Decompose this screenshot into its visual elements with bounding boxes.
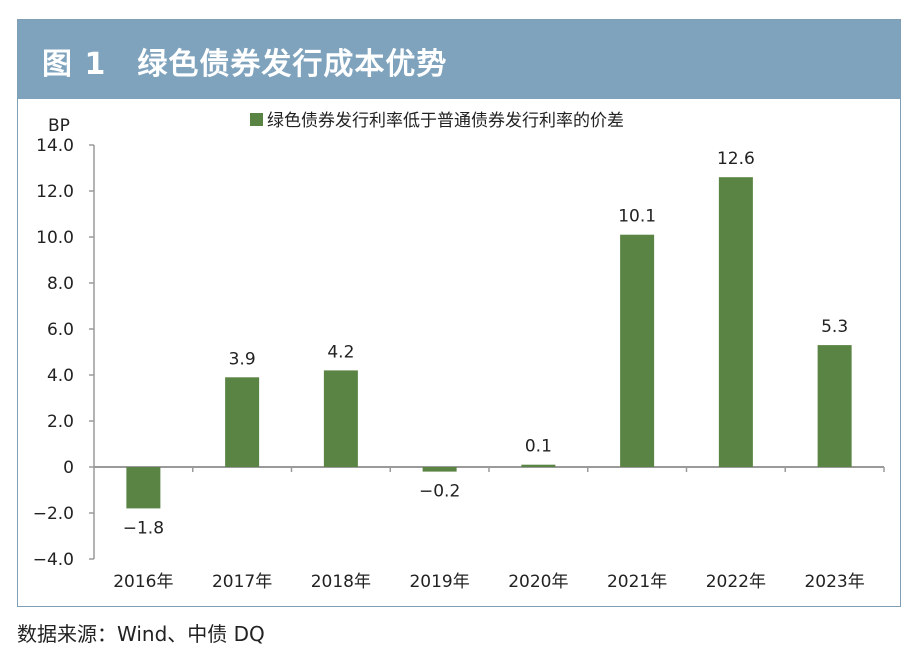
bar-2016年 (126, 467, 161, 509)
bar-2023年 (817, 345, 852, 467)
bar-2022年 (718, 177, 753, 467)
y-tick-label: −4.0 (33, 550, 74, 570)
bar-value-label: 4.2 (327, 342, 354, 362)
bar-2020年 (521, 464, 556, 467)
bar-value-label: 10.1 (618, 207, 656, 227)
y-tick-label: 4.0 (47, 366, 74, 386)
y-tick-label: 12.0 (36, 182, 74, 202)
y-tick-label: −2.0 (33, 504, 74, 524)
legend-swatch (250, 113, 263, 126)
bar-value-label: −1.8 (123, 518, 164, 538)
data-source: 数据来源：Wind、中债 DQ (17, 622, 265, 646)
x-tick-label: 2018年 (311, 572, 371, 592)
bar-value-label: 5.3 (821, 317, 848, 337)
bar-2019年 (422, 467, 457, 472)
bar-2021年 (620, 234, 655, 467)
y-tick-label: 8.0 (47, 274, 74, 294)
x-tick-label: 2023年 (804, 572, 864, 592)
x-tick-label: 2016年 (113, 572, 173, 592)
y-tick-label: 14.0 (36, 136, 74, 156)
y-unit-label: BP (48, 116, 70, 136)
x-tick-label: 2021年 (607, 572, 667, 592)
chart-frame: 图 1 绿色债券发行成本优势 (17, 19, 901, 607)
bar-2017年 (225, 377, 260, 467)
chart-header: 图 1 绿色债券发行成本优势 (18, 20, 900, 99)
x-tick-label: 2019年 (409, 572, 469, 592)
chart-title: 图 1 绿色债券发行成本优势 (42, 47, 448, 82)
bar-value-label: 0.1 (525, 437, 552, 457)
bar-value-label: −0.2 (419, 482, 460, 502)
legend-label: 绿色债券发行利率低于普通债券发行利率的价差 (267, 111, 624, 131)
y-tick-label: 2.0 (47, 412, 74, 432)
y-tick-label: 0 (63, 458, 74, 478)
y-tick-label: 10.0 (36, 228, 74, 248)
x-tick-label: 2017年 (212, 572, 272, 592)
bar-2018年 (323, 370, 358, 467)
bar-value-label: 12.6 (717, 149, 755, 169)
bar-value-label: 3.9 (229, 349, 256, 369)
y-tick-label: 6.0 (47, 320, 74, 340)
x-tick-label: 2022年 (706, 572, 766, 592)
x-tick-label: 2020年 (508, 572, 568, 592)
